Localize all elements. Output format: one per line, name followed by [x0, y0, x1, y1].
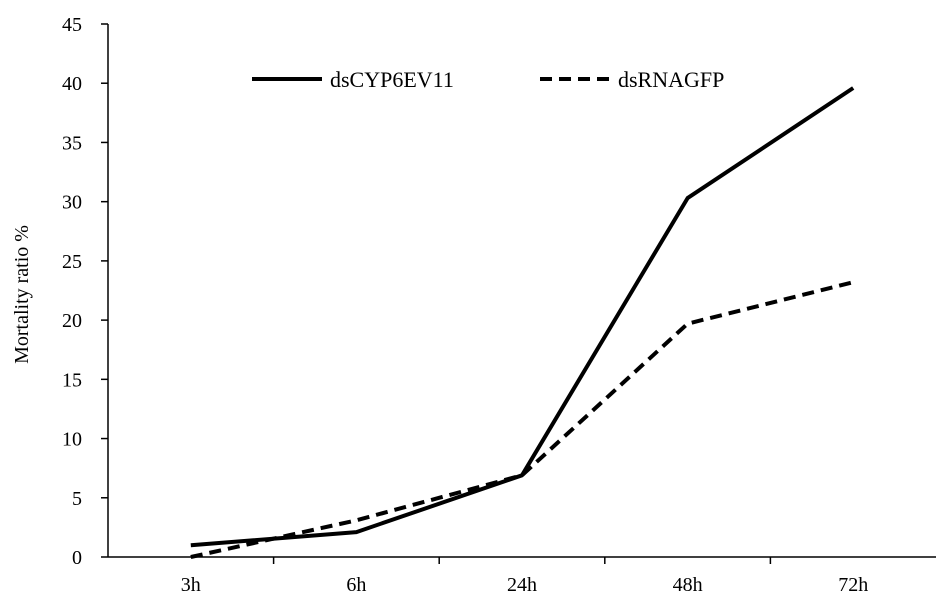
y-tick-label: 15 [62, 369, 82, 391]
x-tick-label: 72h [838, 574, 868, 594]
axes [107, 24, 936, 558]
x-tick-label: 48h [673, 574, 703, 594]
y-tick-label: 10 [62, 429, 82, 451]
series-line-dscyp6ev11 [190, 86, 855, 548]
y-tick-label: 5 [72, 488, 82, 510]
y-axis-ticks: 0 5 10 15 20 25 30 35 40 45 [62, 14, 108, 569]
series-line-dsrnagfp [190, 280, 854, 559]
x-axis-ticks: 3h 6h 24h 48h 72h [181, 557, 868, 594]
x-tick-label: 6h [346, 574, 366, 594]
y-tick-label: 25 [62, 251, 82, 273]
series-layer [190, 86, 855, 559]
y-tick-label: 30 [62, 192, 82, 214]
y-tick-label: 45 [62, 14, 82, 36]
x-tick-label: 3h [181, 574, 201, 594]
y-tick-label: 20 [62, 310, 82, 332]
y-tick-label: 35 [62, 132, 82, 154]
legend: dsCYP6EV11 dsRNAGFP [252, 67, 724, 92]
x-tick-label: 24h [507, 574, 537, 594]
y-axis-title: Mortality ratio % [11, 225, 33, 364]
legend-label-dscyp6ev11: dsCYP6EV11 [330, 67, 454, 92]
legend-label-dsrnagfp: dsRNAGFP [618, 67, 724, 92]
y-tick-label: 40 [62, 73, 82, 95]
y-tick-label: 0 [72, 547, 82, 569]
